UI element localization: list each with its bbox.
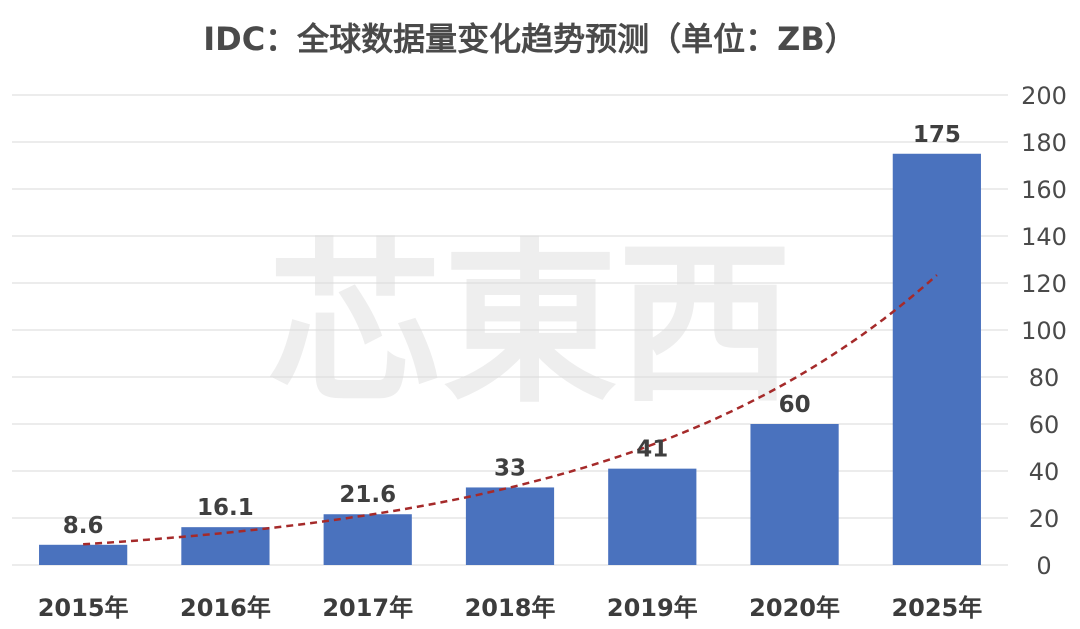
x-tick-label: 2017年 [322, 594, 413, 622]
y-tick-label: 200 [1021, 82, 1067, 110]
y-tick-label: 140 [1021, 223, 1067, 251]
y-tick-label: 60 [1029, 411, 1060, 439]
y-tick-label: 160 [1021, 176, 1067, 204]
x-tick-label: 2015年 [38, 594, 129, 622]
data-label: 33 [494, 455, 526, 481]
bars [39, 153, 981, 565]
data-label: 8.6 [63, 513, 104, 539]
bar [608, 468, 697, 565]
data-label: 16.1 [197, 495, 254, 521]
bar [181, 527, 270, 565]
x-tick-label: 2018年 [465, 594, 556, 622]
bar [892, 153, 981, 565]
y-tick-label: 20 [1029, 505, 1060, 533]
data-labels: 8.6 16.1 21.6 33 41 60 175 [63, 122, 961, 539]
x-tick-label: 2020年 [749, 594, 840, 622]
data-label: 60 [779, 392, 811, 418]
data-label: 21.6 [339, 482, 396, 508]
y-tick-label: 80 [1029, 364, 1060, 392]
x-tick-label: 2019年 [607, 594, 698, 622]
x-axis-ticks: 2015年 2016年 2017年 2018年 2019年 2020年 2025年 [38, 594, 983, 622]
bar [39, 544, 128, 565]
gridlines [12, 94, 1008, 566]
x-tick-label: 2025年 [891, 594, 982, 622]
data-label: 41 [636, 437, 668, 463]
data-label: 175 [913, 122, 961, 148]
x-tick-label: 2016年 [180, 594, 271, 622]
trendline [83, 274, 938, 546]
bar [750, 424, 839, 565]
y-tick-label: 100 [1021, 317, 1067, 345]
chart-title: IDC：全球数据量变化趋势预测（单位：ZB） [203, 20, 857, 58]
watermark: 芯東西 [268, 224, 793, 427]
y-tick-label: 40 [1029, 458, 1060, 486]
y-tick-label: 120 [1021, 270, 1067, 298]
y-tick-label: 180 [1021, 129, 1067, 157]
y-axis-ticks: 0 20 40 60 80 100 120 140 160 180 200 [1021, 82, 1067, 580]
bar [465, 487, 555, 565]
y-tick-label: 0 [1036, 552, 1051, 580]
bar [323, 514, 412, 565]
